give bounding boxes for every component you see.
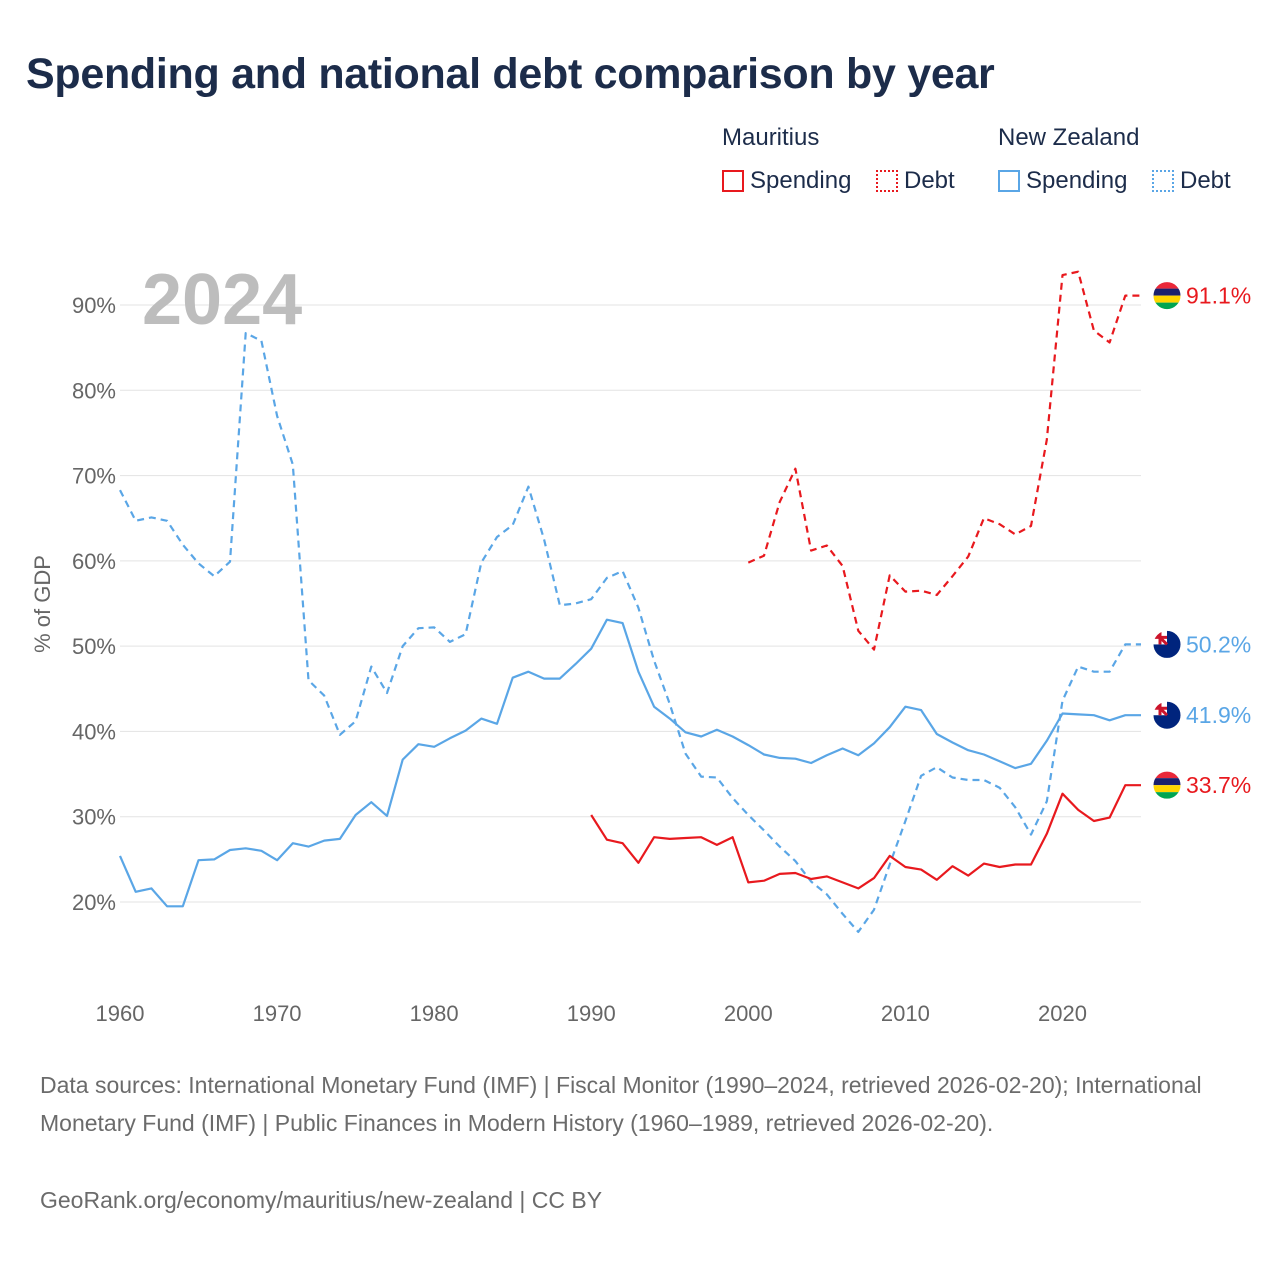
legend-label: Spending (750, 167, 852, 194)
y-tick-label: 20% (72, 890, 116, 915)
x-tick-label: 1990 (567, 1001, 616, 1026)
y-tick-label: 40% (72, 719, 116, 744)
end-value-label: 91.1% (1186, 283, 1251, 309)
y-tick-label: 90% (72, 293, 116, 318)
legend-swatch-solid (998, 170, 1020, 192)
x-tick-label: 1980 (410, 1001, 459, 1026)
x-tick-label: 1960 (96, 1001, 145, 1026)
legend-label: Debt (904, 167, 955, 194)
new-zealand-flag-icon (1152, 629, 1182, 659)
legend-item-mauritius-debt[interactable]: Debt (876, 167, 955, 195)
series-line-new-zealand-debt (119, 332, 1141, 933)
y-tick-label: 50% (72, 634, 116, 659)
series-line-new-zealand-spending (118, 618, 1141, 908)
y-tick-label: 30% (72, 805, 116, 830)
series-line-mauritius-spending (590, 784, 1141, 890)
legend-label: Debt (1180, 167, 1231, 194)
chart-title: Spending and national debt comparison by… (26, 50, 995, 98)
legend-item-mauritius-spending[interactable]: Spending (722, 167, 851, 195)
x-tick-label: 1970 (253, 1001, 302, 1026)
legend-item-new-zealand-spending[interactable]: Spending (998, 167, 1127, 195)
legend-swatch-solid (722, 170, 744, 192)
new-zealand-flag-icon (1152, 700, 1182, 730)
y-tick-label: 70% (72, 464, 116, 489)
mauritius-flag-icon (1152, 770, 1182, 800)
y-tick-label: 60% (72, 549, 116, 574)
year-label: 2024 (142, 260, 302, 340)
y-tick-label: 80% (72, 378, 116, 403)
end-value-label: 50.2% (1186, 631, 1251, 657)
series-line-mauritius-debt (747, 270, 1141, 651)
legend-group-new-zealand: New Zealand (998, 124, 1140, 151)
end-value-label: 33.7% (1186, 772, 1251, 798)
credit-link[interactable]: GeoRank.org/economy/mauritius/new-zealan… (40, 1187, 603, 1213)
legend-item-new-zealand-debt[interactable]: Debt (1152, 167, 1231, 195)
end-value-label: 41.9% (1186, 702, 1251, 728)
legend-swatch-dotted (876, 170, 898, 192)
data-sources: Data sources: International Monetary Fun… (40, 1072, 1202, 1136)
legend-group-mauritius: Mauritius (722, 124, 820, 151)
x-tick-label: 2000 (724, 1001, 773, 1026)
y-axis-label: % of GDP (30, 555, 55, 653)
legend-swatch-dotted (1152, 170, 1174, 192)
legend-label: Spending (1026, 167, 1128, 194)
x-tick-label: 2020 (1038, 1001, 1087, 1026)
line-chart: 20% 30% 40% 50% 60% 70% 80% 90% 1960 1970 1980 1990… (30, 260, 1251, 1026)
mauritius-flag-icon (1152, 281, 1182, 311)
x-tick-label: 2010 (881, 1001, 930, 1026)
